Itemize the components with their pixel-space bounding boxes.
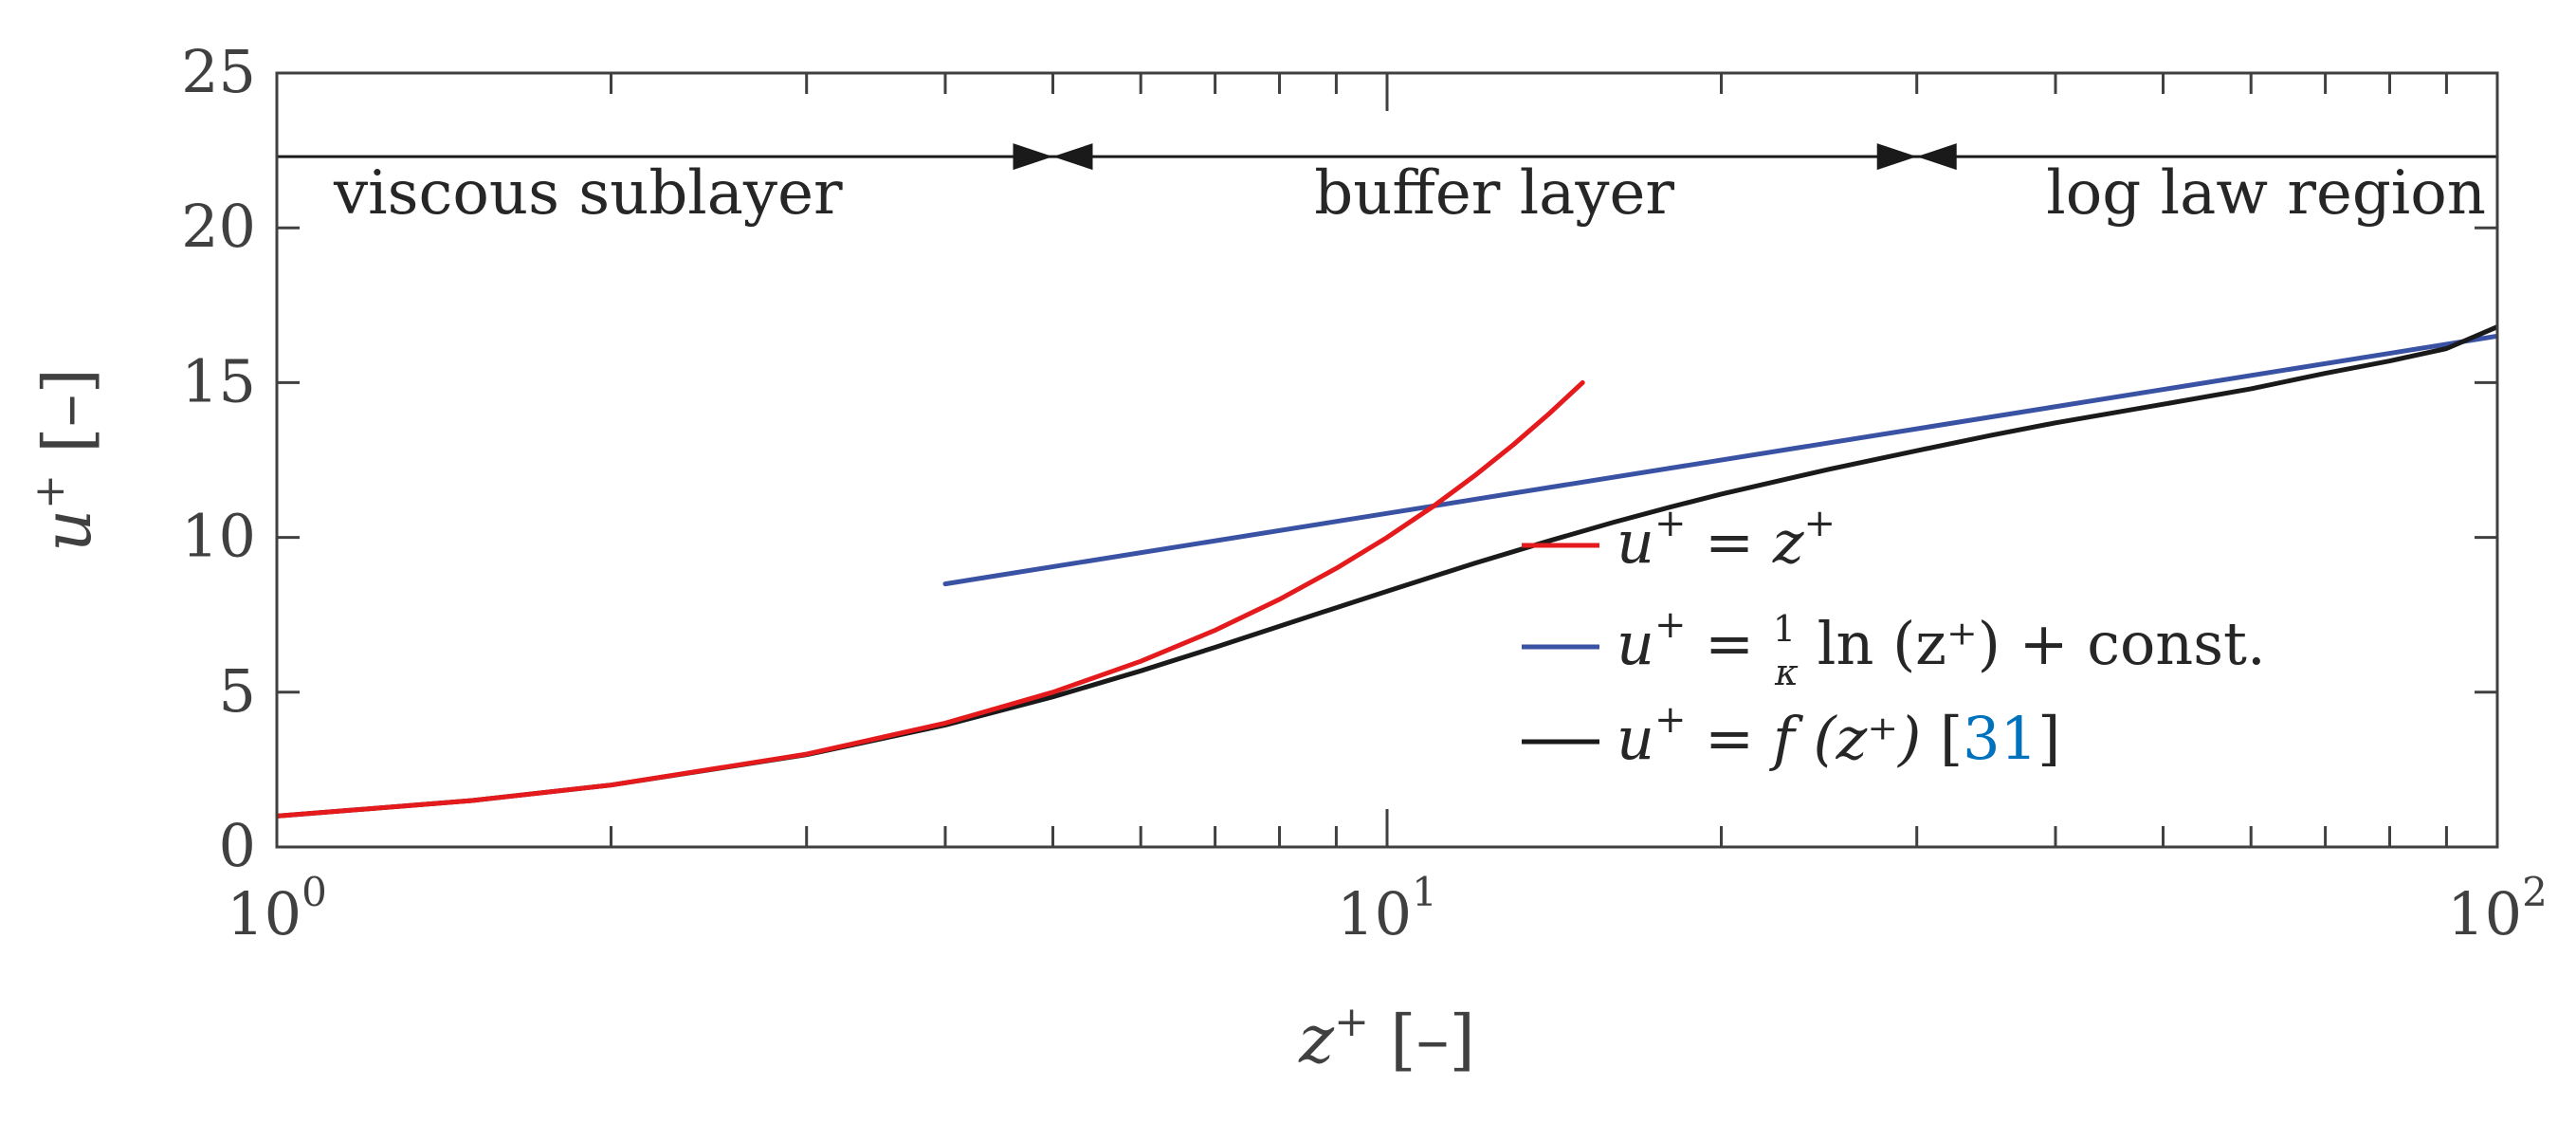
- plot-series: [277, 324, 2497, 819]
- plot-frame: [275, 71, 2499, 849]
- region-arrow-right: [1013, 143, 1053, 171]
- region-arrow-right: [1876, 143, 1917, 171]
- region-label: log law region: [2046, 158, 2486, 229]
- series-line-0: [277, 379, 1585, 819]
- legend-entry: u+ = z+: [1617, 502, 1836, 577]
- y-tick-label: 0: [219, 811, 256, 880]
- y-tick-label: 10: [181, 502, 256, 571]
- x-axis-label: z+ [–]: [1298, 998, 1475, 1078]
- region-annotations: viscous sublayer buffer layer log law regi…: [277, 143, 2497, 229]
- region-label: buffer layer: [1314, 158, 1674, 229]
- region-arrow-left: [1916, 143, 1957, 171]
- y-tick-label: 20: [181, 192, 256, 261]
- y-tick-label: 5: [219, 656, 256, 726]
- series-line-2: [277, 324, 2497, 819]
- series-line-1: [942, 333, 2497, 587]
- y-tick-label: 15: [181, 346, 256, 415]
- y-tick-label: 25: [181, 37, 256, 106]
- x-tick-label: 101: [1337, 869, 1437, 948]
- region-label: viscous sublayer: [333, 158, 843, 229]
- x-tick-label: 102: [2447, 869, 2548, 948]
- x-tick-label: 100: [227, 869, 327, 948]
- y-axis-label: u+ [–]: [26, 368, 106, 552]
- tick-labels: 0 5 10 15 20 25 100 101 102: [181, 37, 2548, 948]
- region-arrow-left: [1052, 143, 1093, 171]
- legend-entry: u+ = f (z⁺) [31]: [1617, 698, 2060, 773]
